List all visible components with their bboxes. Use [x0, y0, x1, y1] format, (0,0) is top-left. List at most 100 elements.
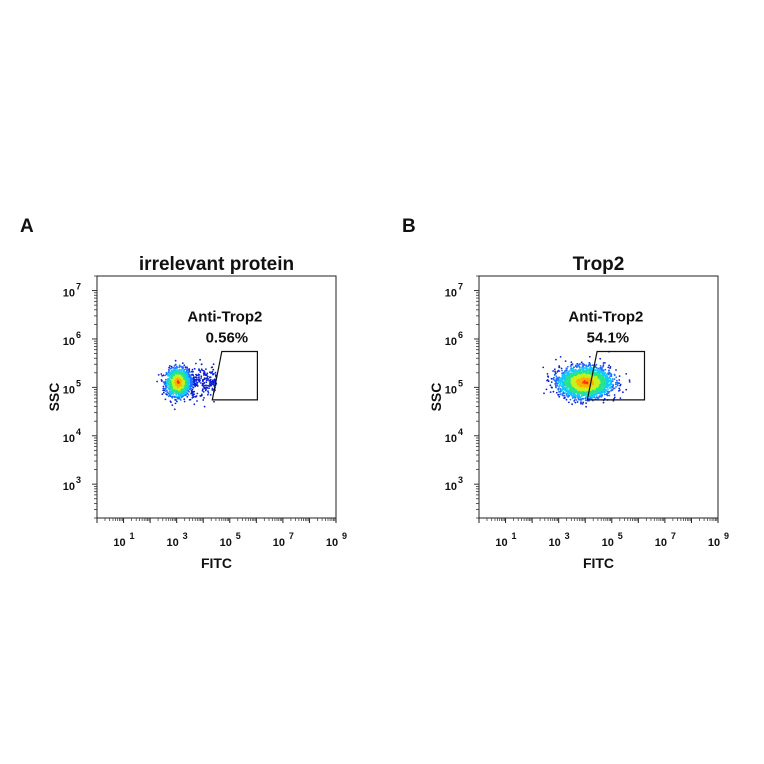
scatter-point [203, 373, 206, 376]
scatter-point [205, 388, 208, 391]
scatter-point [183, 372, 186, 374]
scatter-point [585, 395, 588, 398]
scatter-point [618, 379, 621, 381]
scatter-point [603, 387, 606, 390]
scatter-point [574, 401, 577, 404]
scatter-point [175, 365, 178, 368]
scatter-point [199, 358, 202, 361]
scatter-point [178, 394, 181, 397]
scatter-point [193, 380, 196, 383]
y-tick-label: 10 [63, 384, 75, 396]
scatter-point [597, 392, 600, 395]
scatter-point [559, 382, 562, 385]
scatter-point [564, 376, 566, 379]
scatter-point [186, 366, 188, 369]
scatter-point [171, 389, 173, 392]
scatter-point [206, 387, 209, 389]
scatter-point [175, 395, 178, 398]
scatter-point [173, 369, 176, 371]
scatter-point [187, 373, 190, 376]
scatter-point [545, 388, 548, 391]
scatter-point [183, 364, 186, 367]
scatter-point [558, 386, 561, 388]
scatter-point [584, 397, 587, 400]
scatter-point [186, 395, 189, 398]
scatter-point [615, 379, 618, 382]
scatter-point [162, 391, 165, 394]
scatter-point [184, 366, 187, 369]
scatter-point [609, 367, 611, 369]
scatter-point [202, 399, 205, 401]
scatter-point [604, 389, 606, 391]
scatter-point [192, 376, 195, 379]
scatter-point [205, 381, 208, 384]
scatter-point [199, 371, 202, 373]
scatter-point [558, 365, 561, 367]
scatter-point [580, 402, 582, 405]
scatter-point [564, 387, 567, 389]
scatter-point [594, 364, 597, 367]
plot-frame [96, 275, 337, 519]
scatter-point [168, 369, 171, 372]
scatter-point [595, 394, 598, 396]
scatter-point [608, 394, 611, 397]
scatter-point [192, 386, 195, 389]
scatter-point [176, 400, 178, 403]
scatter-point [170, 383, 173, 385]
scatter-point [616, 384, 619, 387]
scatter-point [166, 386, 169, 389]
scatter-point [213, 400, 215, 403]
scatter-point [567, 396, 569, 398]
scatter-point [211, 371, 213, 374]
scatter-point [599, 370, 602, 373]
scatter-point [600, 382, 603, 385]
scatter-point [604, 362, 606, 364]
scatter-point [587, 368, 589, 370]
scatter-point [569, 365, 572, 367]
y-tick-label: 10 [63, 481, 75, 493]
scatter-point [183, 379, 185, 382]
scatter-point [607, 366, 610, 369]
scatter-point [166, 389, 168, 392]
scatter-point [200, 375, 203, 378]
scatter-point [200, 377, 203, 379]
panel-letter: B [402, 216, 416, 237]
scatter-point [617, 381, 619, 384]
scatter-point [556, 384, 559, 386]
scatter-point [180, 369, 183, 372]
scatter-point [542, 366, 545, 369]
scatter-point [188, 384, 190, 387]
scatter-point [181, 383, 184, 386]
scatter-point [572, 392, 575, 395]
scatter-point [555, 386, 557, 389]
scatter-point [557, 369, 560, 372]
scatter-point [162, 389, 165, 392]
scatter-point [604, 379, 606, 382]
scatter-point [182, 370, 185, 372]
scatter-point [177, 391, 180, 394]
scatter-point [162, 374, 165, 377]
scatter-point [204, 384, 206, 387]
scatter-point [609, 377, 612, 380]
scatter-point [566, 395, 568, 397]
scatter-point [188, 368, 190, 371]
scatter-point [173, 378, 176, 380]
scatter-point [565, 383, 568, 386]
scatter-point [177, 397, 180, 399]
scatter-point [173, 367, 176, 369]
scatter-point [212, 368, 215, 371]
scatter-point [180, 396, 183, 399]
scatter-point [178, 381, 181, 384]
y-tick-label: 10 [63, 433, 75, 445]
scatter-point [568, 377, 571, 380]
scatter-point [177, 384, 180, 386]
scatter-point [183, 398, 186, 401]
scatter-point [207, 390, 209, 393]
scatter-point [603, 397, 606, 400]
scatter-point [585, 405, 587, 408]
scatter-point [201, 379, 204, 381]
scatter-point [615, 386, 617, 388]
scatter-point [604, 368, 607, 371]
scatter-point [185, 372, 188, 374]
scatter-point [172, 380, 175, 383]
